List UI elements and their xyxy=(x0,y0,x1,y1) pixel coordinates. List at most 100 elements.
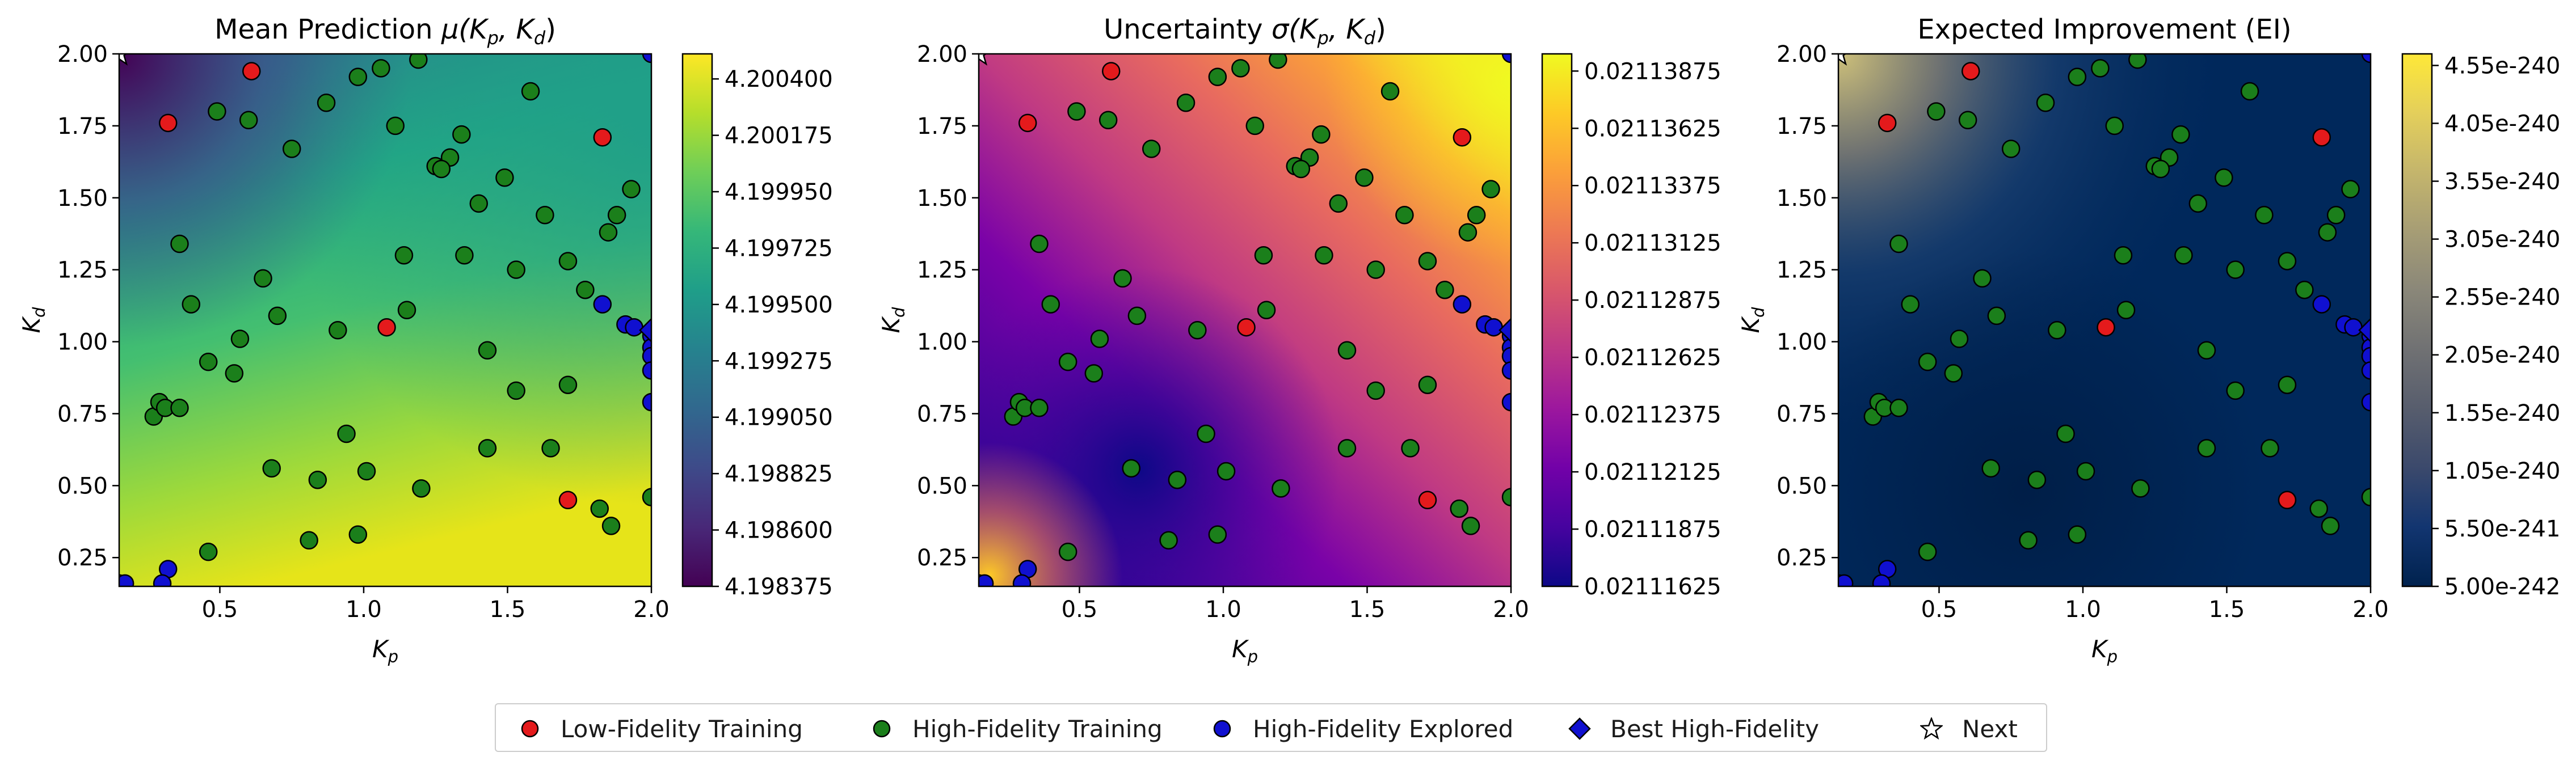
high-fidelity-training-point xyxy=(2197,341,2216,360)
colorbar-tick-label: 2.05e-240 xyxy=(2444,343,2560,369)
high-fidelity-training-point xyxy=(1973,269,1992,288)
high-fidelity-explored-point xyxy=(2344,318,2363,337)
high-fidelity-training-point xyxy=(452,125,471,144)
high-fidelity-training-point xyxy=(455,246,474,265)
next-point-star xyxy=(1838,54,1847,66)
high-fidelity-explored-point xyxy=(1501,346,1511,366)
high-fidelity-training-point xyxy=(1067,102,1086,121)
high-fidelity-training-point xyxy=(1458,223,1478,242)
high-fidelity-explored-point xyxy=(1453,295,1472,314)
low-fidelity-point xyxy=(2278,491,2297,509)
high-fidelity-training-point xyxy=(2091,59,2110,78)
high-fidelity-training-point xyxy=(1041,295,1060,314)
legend-marker xyxy=(521,720,539,738)
y-tick-label: 1.50 xyxy=(917,185,967,212)
high-fidelity-training-point xyxy=(1450,499,1468,518)
high-fidelity-training-point xyxy=(230,329,250,348)
x-tick-label: 0.5 xyxy=(1921,597,1958,623)
high-fidelity-training-point xyxy=(2240,82,2259,101)
high-fidelity-training-point xyxy=(1436,280,1454,299)
high-fidelity-training-point xyxy=(2116,301,2136,319)
high-fidelity-training-point xyxy=(397,301,416,319)
high-fidelity-training-point xyxy=(2295,280,2314,299)
y-axis-label: Kd xyxy=(877,307,908,333)
high-fidelity-explored-point xyxy=(1501,361,1511,380)
high-fidelity-training-point xyxy=(282,140,301,158)
high-fidelity-training-point xyxy=(1987,306,2006,326)
high-fidelity-training-point xyxy=(2036,94,2055,112)
colorbar-tick-label: 0.02111625 xyxy=(1584,574,1721,600)
high-fidelity-training-point xyxy=(1312,125,1331,144)
legend-label: Low-Fidelity Training xyxy=(561,715,803,743)
colorbar-tick-label: 4.199725 xyxy=(725,235,833,261)
colorbar-tick-label: 1.05e-240 xyxy=(2444,458,2560,484)
high-fidelity-explored-point xyxy=(1501,392,1511,412)
high-fidelity-training-point xyxy=(2068,525,2087,544)
high-fidelity-explored-point xyxy=(1872,574,1891,586)
high-fidelity-training-point xyxy=(1098,111,1118,129)
high-fidelity-training-point xyxy=(2128,54,2147,69)
high-fidelity-training-point xyxy=(1291,159,1311,179)
x-tick-label: 1.5 xyxy=(1349,597,1386,623)
low-fidelity-point xyxy=(2312,128,2331,147)
high-fidelity-training-point xyxy=(409,54,428,69)
high-fidelity-training-point xyxy=(1418,252,1437,271)
high-fidelity-training-point xyxy=(1395,205,1414,225)
colorbar xyxy=(1541,53,1573,588)
high-fidelity-explored-point xyxy=(2312,295,2331,314)
high-fidelity-training-point xyxy=(1401,439,1420,458)
x-tick-label: 1.5 xyxy=(490,597,526,623)
high-fidelity-training-point xyxy=(507,381,525,400)
high-fidelity-training-point xyxy=(2068,67,2087,86)
colorbar-tick-label: 3.05e-240 xyxy=(2444,227,2560,253)
legend-marker-shape xyxy=(1920,717,1943,740)
legend: Low-Fidelity Training High-Fidelity Train… xyxy=(495,703,2047,752)
high-fidelity-training-point xyxy=(1337,439,1357,458)
high-fidelity-training-point xyxy=(1197,424,1215,443)
colorbar-tick-label: 0.02112625 xyxy=(1584,345,1721,371)
high-fidelity-training-point xyxy=(2114,246,2133,265)
y-tick-label: 0.50 xyxy=(1777,473,1827,499)
high-fidelity-training-point xyxy=(1245,116,1264,136)
best-high-fidelity-point xyxy=(1499,318,1511,343)
high-fidelity-training-point xyxy=(1159,531,1178,550)
best-high-fidelity-point xyxy=(2358,318,2371,343)
high-fidelity-training-point xyxy=(1481,180,1500,198)
high-fidelity-training-point xyxy=(1272,479,1290,498)
high-fidelity-training-point xyxy=(1208,525,1227,544)
high-fidelity-training-point xyxy=(2309,499,2328,518)
high-fidelity-training-point xyxy=(300,531,318,550)
axes-frame xyxy=(1837,53,2372,588)
y-axis-label: Kd xyxy=(1737,307,1768,333)
high-fidelity-training-point xyxy=(2151,159,2170,179)
y-tick-label: 1.75 xyxy=(57,113,108,140)
high-fidelity-training-point xyxy=(469,194,489,213)
axes-frame xyxy=(118,53,653,588)
colorbar-tick-label: 0.02113875 xyxy=(1584,58,1721,84)
scatter-points xyxy=(979,54,1511,586)
high-fidelity-training-point xyxy=(308,470,327,489)
colorbar-tick-label: 0.02113625 xyxy=(1584,116,1721,142)
high-fidelity-explored-point xyxy=(2361,361,2371,380)
high-fidelity-training-point xyxy=(199,542,218,561)
high-fidelity-training-point xyxy=(558,375,578,394)
y-tick-label: 0.25 xyxy=(1777,545,1827,571)
high-fidelity-explored-point xyxy=(625,318,643,337)
high-fidelity-explored-point xyxy=(979,574,994,586)
colorbar-tick-label: 5.00e-242 xyxy=(2444,574,2560,600)
legend-label: High-Fidelity Explored xyxy=(1253,715,1514,743)
high-fidelity-explored-point xyxy=(642,361,651,380)
chart-title: Expected Improvement (EI) xyxy=(1917,14,2291,45)
y-tick-label: 1.25 xyxy=(57,257,108,284)
high-fidelity-training-point xyxy=(2174,246,2193,265)
high-fidelity-training-point xyxy=(2226,381,2245,400)
x-tick-label: 0.5 xyxy=(202,597,238,623)
high-fidelity-training-point xyxy=(1315,246,1333,265)
x-tick-label: 0.5 xyxy=(1062,597,1098,623)
colorbar-tick-label: 4.199500 xyxy=(725,292,833,318)
high-fidelity-training-point xyxy=(317,94,336,112)
high-fidelity-explored-point xyxy=(2361,54,2371,64)
y-tick-label: 1.75 xyxy=(1777,113,1827,140)
high-fidelity-training-point xyxy=(1981,459,2000,478)
high-fidelity-training-point xyxy=(2197,439,2216,458)
